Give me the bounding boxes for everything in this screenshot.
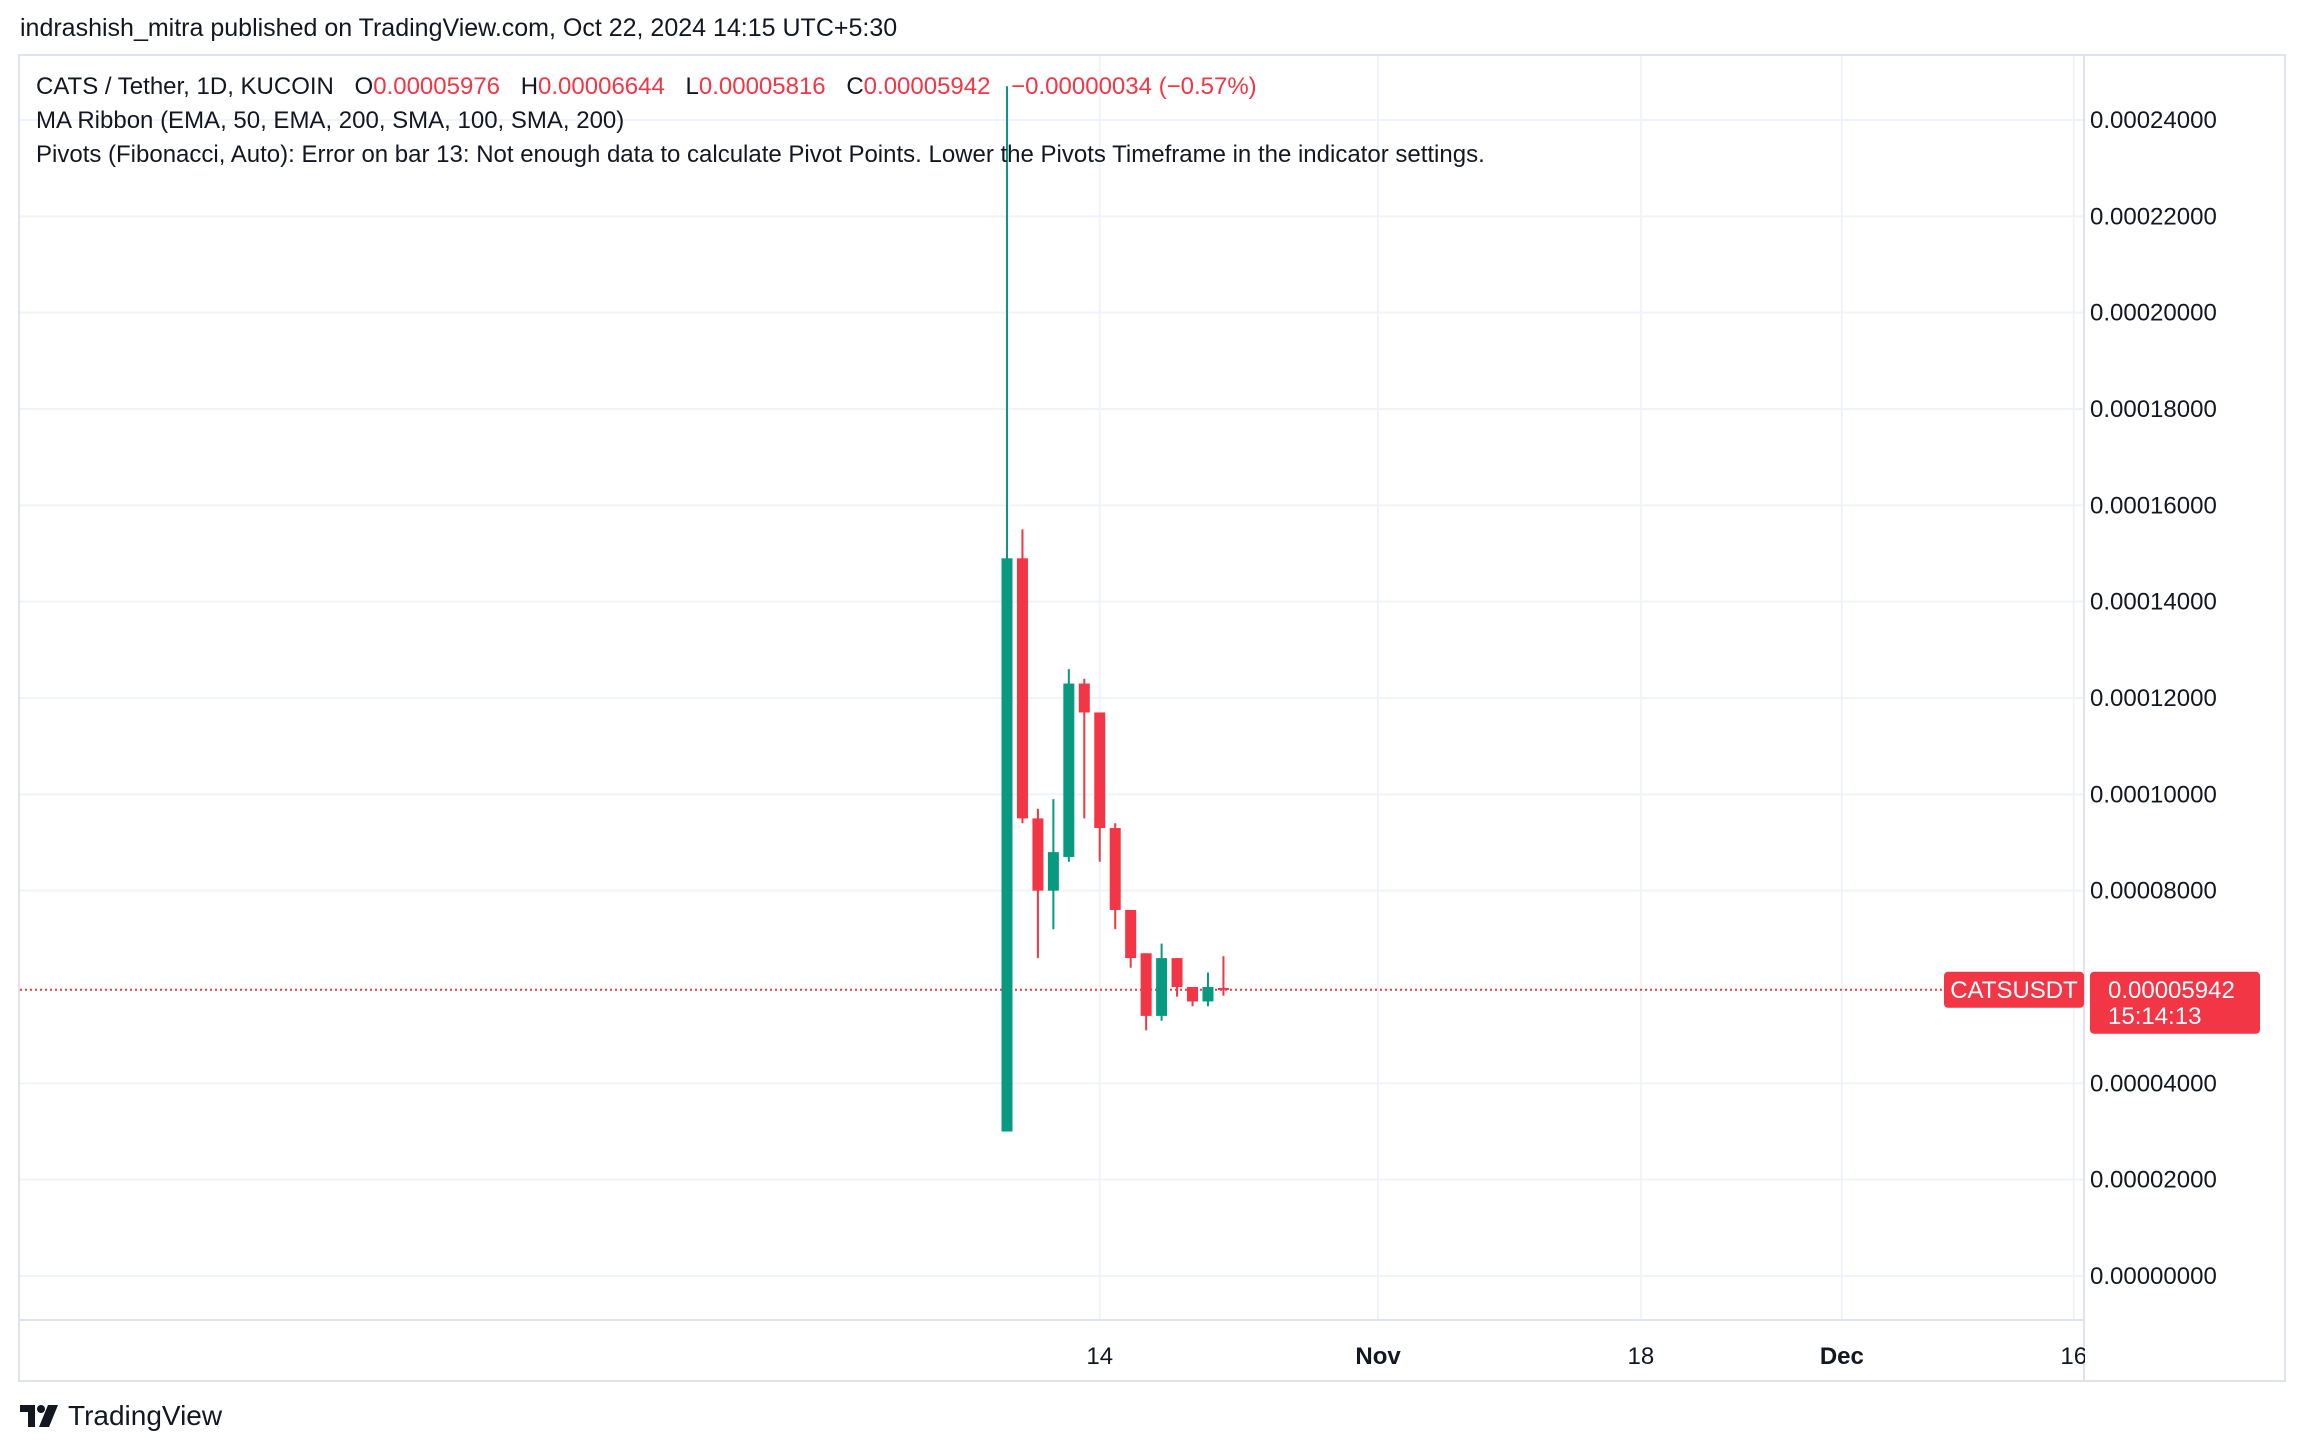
y-tick-label: 0.00024000	[2090, 107, 2217, 134]
x-tick-label: 18	[1628, 1343, 1655, 1370]
candle-body	[1187, 987, 1199, 1002]
y-tick-label: 0.00018000	[2090, 396, 2217, 423]
low-value: 0.00005816	[698, 73, 826, 100]
price-axis[interactable]: 0.00024000 0.00022000 0.00020000 0.00018000…	[20, 56, 2217, 1380]
y-tick-label: 0.00004000	[2090, 1070, 2217, 1097]
symbol-tag-label: CATSUSDT	[1950, 977, 2078, 1004]
candle-body	[1016, 558, 1028, 819]
axis-corner	[2085, 1321, 2284, 1380]
indicator-pivots[interactable]: Pivots (Fibonacci, Auto): Error on bar 1…	[36, 141, 1485, 168]
y-tick-label: 0.00016000	[2090, 492, 2217, 519]
vertical-gridlines	[1098, 56, 2075, 1320]
last-price-value: 0.00005942	[2108, 977, 2235, 1004]
candle-body	[1109, 828, 1121, 910]
candle-body	[1202, 987, 1214, 1002]
open-value: 0.00005976	[373, 73, 501, 100]
tradingview-brand[interactable]: TradingView	[20, 1400, 222, 1432]
candle-body	[1217, 987, 1229, 990]
symbol-legend-row[interactable]: CATS / Tether, 1D, KUCOIN O0.00005976 H0…	[36, 70, 1485, 104]
y-tick-label: 0.00010000	[2090, 781, 2217, 808]
y-tick-label: 0.00020000	[2090, 300, 2217, 327]
symbol-info[interactable]: CATS / Tether, 1D, KUCOIN	[36, 73, 334, 100]
chart-panel[interactable]: 0.00024000 0.00022000 0.00020000 0.00018000…	[18, 54, 2286, 1382]
chart-legend: CATS / Tether, 1D, KUCOIN O0.00005976 H0…	[36, 70, 1485, 172]
candle-body	[1171, 958, 1183, 987]
candle-body	[1032, 818, 1044, 891]
candle-body	[1140, 953, 1152, 1016]
candle-body	[1001, 558, 1013, 1132]
close-label: C	[846, 73, 864, 100]
candlestick-series	[1001, 86, 1229, 1132]
candle-body	[1156, 958, 1168, 1016]
y-tick-label: 0.00014000	[2090, 589, 2217, 616]
y-tick-label: 0.00002000	[2090, 1167, 2217, 1194]
change-value: −0.00000034 (−0.57%)	[1011, 73, 1257, 100]
y-tick-label: 0.00012000	[2090, 685, 2217, 712]
horizontal-gridlines	[20, 119, 2084, 1277]
chart-canvas[interactable]: 0.00024000 0.00022000 0.00020000 0.00018000…	[20, 56, 2284, 1380]
brand-name: TradingView	[68, 1400, 223, 1431]
candle-body	[1047, 852, 1059, 891]
candle-body	[1063, 683, 1075, 857]
open-label: O	[354, 73, 374, 100]
close-value: 0.00005942	[863, 73, 991, 100]
time-axis[interactable]: 14 Nov 18 Dec 16	[1086, 1321, 2284, 1380]
tradingview-logo-icon	[20, 1405, 58, 1427]
x-tick-label: Nov	[1355, 1343, 1401, 1370]
high-label: H	[520, 73, 539, 100]
high-value: 0.00006644	[538, 73, 665, 100]
x-tick-label: 14	[1086, 1343, 1113, 1370]
last-price-tag	[2090, 971, 2260, 1034]
candle-body	[1094, 712, 1106, 829]
bar-countdown: 15:14:13	[2108, 1003, 2201, 1030]
candle-body	[1078, 683, 1090, 713]
symbol-price-tag	[1944, 971, 2084, 1008]
candle-body	[1125, 909, 1137, 959]
indicator-ma-ribbon[interactable]: MA Ribbon (EMA, 50, EMA, 200, SMA, 100, …	[36, 107, 625, 134]
publish-info: indrashish_mitra published on TradingVie…	[20, 14, 898, 42]
y-tick-label: 0.00008000	[2090, 878, 2217, 905]
low-label: L	[685, 73, 699, 100]
x-tick-label: 16	[2060, 1343, 2087, 1370]
y-tick-label: 0.00022000	[2090, 203, 2217, 230]
x-tick-label: Dec	[1820, 1343, 1864, 1370]
y-tick-label: 0.00000000	[2090, 1263, 2217, 1290]
